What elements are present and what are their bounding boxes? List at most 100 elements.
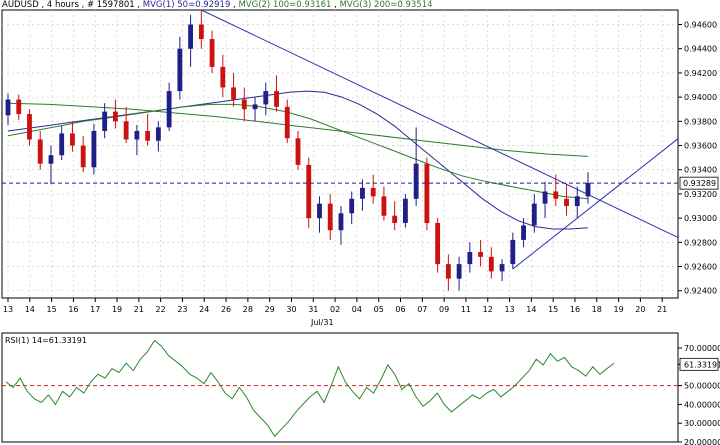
header-bars: # 1597801 [87,0,135,10]
rsi-line [5,339,615,438]
candle-body [499,264,505,272]
current-price-label: 0.93289 [683,179,716,188]
candle-body [317,203,322,219]
price-tick-label: 0.94200 [684,69,717,78]
time-tick-label: 21 [134,305,144,314]
time-tick-label: 06 [395,305,405,314]
candle-body [37,139,43,164]
header-symbol: AUDUSD [2,0,39,10]
candle-body [123,121,129,140]
time-tick-label: 21 [657,305,667,314]
rsi-pane-frame [1,332,679,443]
header-timeframe: 4 hours [47,0,80,10]
candle-body [360,187,365,199]
candle-body [91,131,97,168]
candle-body [80,145,86,168]
time-tick-label: 13 [504,305,514,314]
month-label: Jul/31 [310,318,334,327]
price-tick-label: 0.92400 [684,287,717,296]
candle-body [445,264,451,279]
candle-body [70,133,75,146]
price-tick-label: 0.94600 [684,21,717,30]
grid [2,10,678,298]
trendlines [201,9,679,270]
candle-body [284,106,290,139]
price-tick-label: 0.93000 [684,214,717,223]
candle-body [564,198,569,207]
time-tick-label: 16 [68,305,78,314]
time-tick-label: 14 [25,305,35,314]
candle-body [112,111,118,122]
time-tick-label: 15 [47,305,57,314]
time-tick-label: 31 [308,305,318,314]
candle-body [306,164,312,219]
header-ma100: MVG(2) 100=0.93161 [238,0,331,10]
price-tick-label: 0.93400 [684,166,717,175]
candlesticks [5,10,591,291]
candle-body [456,264,462,279]
time-tick-label: 14 [526,305,536,314]
rsi-tick-label: 20.00000 [684,438,720,445]
time-tick-label: 15 [548,305,558,314]
time-tick-label: 28 [243,305,253,314]
time-axis: 13 14 15 16 17 19 21 22 23 24 26 28 29 30 31 02 04 05 06 07… [3,298,667,314]
time-tick-label: 04 [352,305,362,314]
rsi-title: RSI(1) 14=61.33191 [5,336,87,345]
header-sep-2: , [79,0,87,10]
time-tick-label: 23 [177,305,187,314]
candle-body [370,187,376,197]
price-axis: 0.94600 0.94400 0.94200 0.94000 0.93800 0.936… [2,21,719,296]
chart-header: AUDUSD , 4 hours , # 1597801 , MVG(1) 50… [2,0,433,10]
time-tick-label: 19 [613,305,623,314]
candle-body [413,163,419,199]
rsi-tick-label: 61.33191 [684,360,720,369]
candle-body [102,111,108,132]
up-trendline [512,138,679,270]
candle-body [220,66,226,88]
time-tick-label: 13 [3,305,13,314]
candle-body [467,252,473,265]
time-tick-label: 17 [90,305,100,314]
candle-body [48,155,54,164]
candle-body [553,191,559,199]
rsi-tick-label: 70.00000 [684,344,720,353]
price-tick-label: 0.92800 [684,238,717,247]
candle-body [16,99,22,115]
price-tick-label: 0.94000 [684,93,717,102]
candle-body [59,133,65,156]
rsi-tick-label: 50.00000 [684,382,720,391]
price-tick-label: 0.94400 [684,45,717,54]
candle-body [188,24,194,49]
candle-body [402,198,408,223]
candle-body [198,24,204,40]
time-tick-label: 30 [286,305,296,314]
candle-body [521,225,526,240]
candle-body [424,163,430,223]
candle-body [274,91,279,107]
candle-body [435,222,441,265]
time-tick-label: 29 [265,305,275,314]
price-tick-label: 0.93800 [684,117,717,126]
time-tick-label: 11 [461,305,471,314]
candle-body [585,183,591,197]
candle-body [392,215,398,223]
time-tick-label: 19 [112,305,122,314]
candle-body [263,91,269,105]
time-tick-label: 12 [483,305,493,314]
header-sep-5: , [331,0,339,10]
rsi-tick-label: 40.00000 [684,400,720,409]
candle-body [145,131,151,141]
candle-body [478,252,484,257]
candle-body [574,196,580,207]
header-ma50: MVG(1) 50=0.92919 [143,0,231,10]
time-tick-label: 07 [417,305,427,314]
candle-body [327,203,333,231]
header-sep-1: , [39,0,47,10]
candle-body [166,91,172,128]
header-sep-3: , [135,0,143,10]
time-tick-label: 24 [199,305,209,314]
time-tick-label: 18 [592,305,602,314]
candle-body [488,256,494,272]
